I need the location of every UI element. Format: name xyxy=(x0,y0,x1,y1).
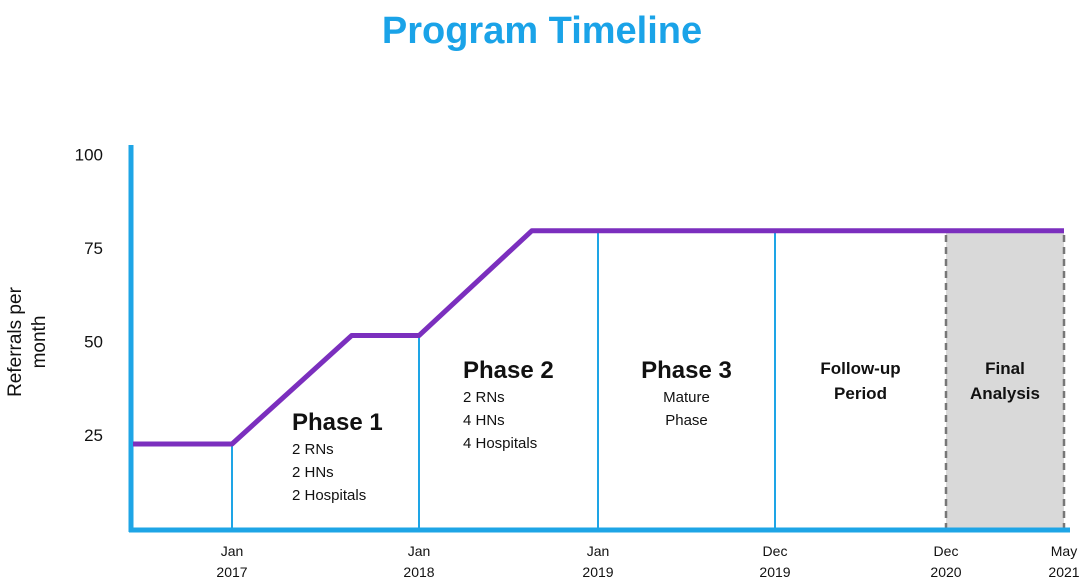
phase-annotation: Follow-up Period xyxy=(806,356,916,406)
y-tick-label: 75 xyxy=(84,239,103,258)
phase-detail: Mature xyxy=(663,389,710,406)
phase-title: Phase 2 xyxy=(463,357,554,384)
y-tick-label: 25 xyxy=(84,426,103,445)
x-tick-label: Jan 2017 xyxy=(216,543,248,580)
final-period-shade xyxy=(946,230,1064,531)
phase-detail: 4 Hospitals xyxy=(463,435,538,452)
phase-annotation: Phase 2 2 RNs 4 HNs 4 Hospitals xyxy=(463,356,554,455)
y-axis-label: Referrals per month xyxy=(5,287,50,397)
phase-annotation: Final Analysis xyxy=(960,356,1050,406)
phase-title: Final Analysis xyxy=(970,359,1040,403)
phase-detail: 2 Hospitals xyxy=(292,487,367,504)
phase-title: Follow-up Period xyxy=(820,359,901,403)
x-tick-label: May 2021 xyxy=(1048,543,1080,580)
phase-annotation: Phase 1 2 RNs 2 HNs 2 Hospitals xyxy=(292,408,383,507)
x-tick-label: Jan 2018 xyxy=(403,543,435,580)
chart-title: Program Timeline xyxy=(381,10,703,52)
x-tick-label: Dec 2020 xyxy=(930,543,962,580)
phase-title: Phase 1 xyxy=(292,409,383,436)
y-tick-label: 100 xyxy=(75,145,103,164)
phase-detail: 2 HNs xyxy=(292,464,334,481)
phase-detail: 4 HNs xyxy=(463,412,505,429)
phase-detail: 2 RNs xyxy=(463,389,505,406)
phase-annotation: Phase 3 Mature Phase xyxy=(606,356,767,432)
x-tick-label: Dec 2019 xyxy=(759,543,791,580)
phase-detail: 2 RNs xyxy=(292,441,334,458)
phase-detail: Phase xyxy=(665,412,708,429)
x-tick-label: Jan 2019 xyxy=(582,543,614,580)
phase-title: Phase 3 xyxy=(641,357,732,384)
y-tick-label: 50 xyxy=(84,332,103,351)
referral-line xyxy=(133,228,1064,447)
